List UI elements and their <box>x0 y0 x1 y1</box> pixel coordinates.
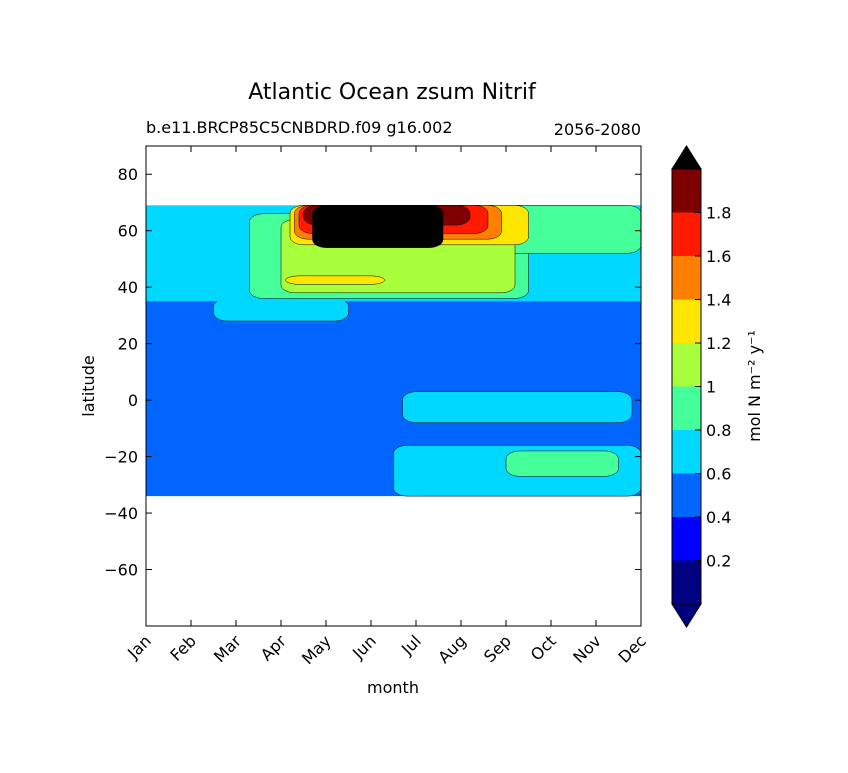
chart-subtitle-left: b.e11.BRCP85C5CNBDRD.f09 g16.002 <box>146 118 453 137</box>
x-tick-label: Oct <box>527 631 560 664</box>
x-tick-label: Nov <box>569 631 605 667</box>
y-tick-label: 0 <box>128 391 138 410</box>
colorbar-tick-label: 1.4 <box>706 291 731 310</box>
contour-region <box>312 205 444 248</box>
y-tick-label: 20 <box>118 335 138 354</box>
contour-region <box>213 298 349 322</box>
contour-region <box>505 450 619 477</box>
colorbar-tick-label: 0.2 <box>706 552 731 571</box>
colorbar-band <box>672 430 701 474</box>
colorbar-band <box>672 169 701 213</box>
colorbar-band <box>672 256 701 300</box>
colorbar: 0.2 0.4 0.6 0.8 1 1.2 1.4 1.6 1.8 <box>671 145 731 628</box>
contour-fill <box>146 205 641 497</box>
x-tick-label: Sep <box>480 631 515 666</box>
contour-region <box>285 275 385 285</box>
x-tick-label: Jan <box>123 631 155 663</box>
x-tick-label: Feb <box>166 631 199 664</box>
y-tick-label: 60 <box>118 222 138 241</box>
y-axis: 80 60 40 20 0 −20 −40 −60 <box>104 165 641 580</box>
colorbar-band <box>672 212 701 256</box>
colorbar-under-arrow <box>671 603 702 628</box>
x-tick-label: Apr <box>257 631 290 664</box>
colorbar-band <box>672 517 701 561</box>
x-tick-label: Jun <box>348 631 380 663</box>
colorbar-tick-label: 0.8 <box>706 421 731 440</box>
colorbar-over-arrow <box>671 145 702 170</box>
colorbar-tick-label: 0.4 <box>706 508 731 527</box>
colorbar-tick-label: 1.8 <box>706 204 731 223</box>
colorbar-tick-label: 0.6 <box>706 465 731 484</box>
x-tick-label: Jul <box>397 631 425 659</box>
contour-region <box>402 391 633 423</box>
y-tick-label: −40 <box>104 504 138 523</box>
y-tick-label: 80 <box>118 165 138 184</box>
y-tick-label: −60 <box>104 561 138 580</box>
colorbar-band <box>672 560 701 604</box>
y-tick-label: 40 <box>118 278 138 297</box>
chart-title: Atlantic Ocean zsum Nitrif <box>248 80 537 105</box>
colorbar-label: mol N m⁻² y⁻¹ <box>745 330 764 442</box>
colorbar-band <box>672 299 701 343</box>
colorbar-band <box>672 386 701 430</box>
y-tick-label: −20 <box>104 448 138 467</box>
x-tick-label: Dec <box>614 631 649 666</box>
x-axis-label: month <box>367 678 419 697</box>
plot-frame <box>145 145 642 627</box>
x-tick-label: Aug <box>434 631 470 667</box>
colorbar-band <box>672 473 701 517</box>
x-tick-label: Mar <box>210 631 245 666</box>
colorbar-tick-label: 1 <box>706 378 716 397</box>
y-axis-label: latitude <box>79 355 98 416</box>
colorbar-tick-label: 1.2 <box>706 334 731 353</box>
colorbar-band <box>672 343 701 387</box>
colorbar-tick-label: 1.6 <box>706 247 731 266</box>
x-tick-label: May <box>298 631 335 668</box>
chart-subtitle-right: 2056-2080 <box>554 120 641 139</box>
